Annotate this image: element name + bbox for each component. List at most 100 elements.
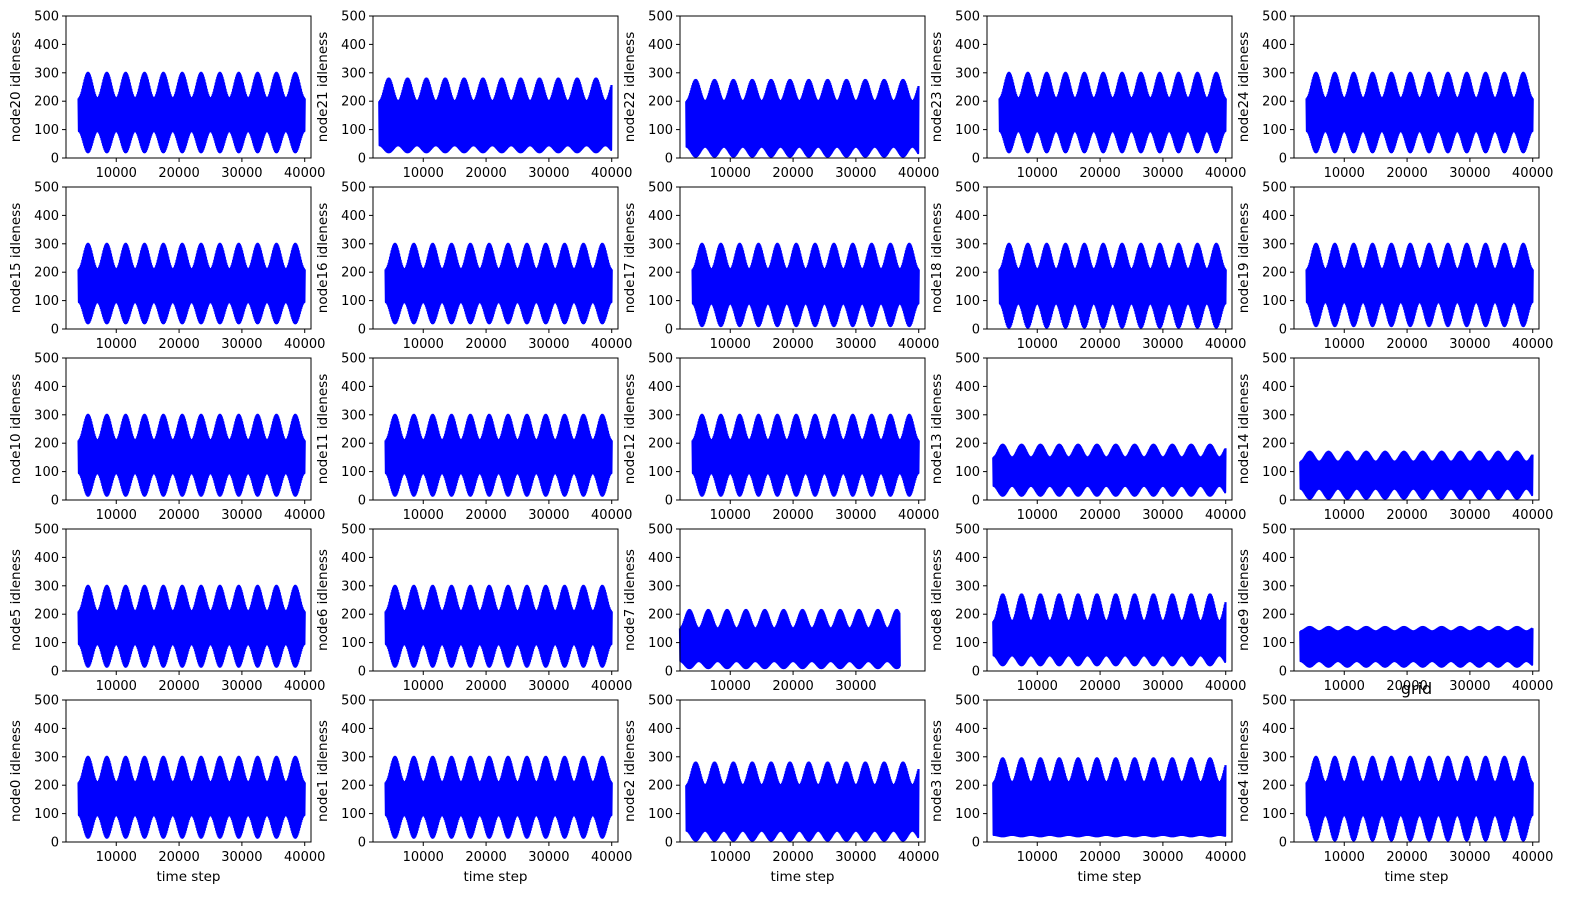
series-core-band bbox=[999, 273, 1226, 300]
y-tick-label: 0 bbox=[1279, 836, 1287, 851]
y-tick-label: 0 bbox=[972, 494, 980, 509]
x-tick-label: 30000 bbox=[835, 337, 876, 352]
subplot-node11: 0 100 200 300 400 500 10000 20000 30000 40000 node… bbox=[315, 352, 632, 524]
y-tick-label: 0 bbox=[51, 665, 59, 680]
y-tick-label: 400 bbox=[341, 38, 366, 53]
y-tick-label: 500 bbox=[955, 523, 980, 538]
subplot-node17: 0 100 200 300 400 500 10000 20000 30000 40000 node… bbox=[622, 181, 939, 353]
y-tick-label: 500 bbox=[1262, 181, 1287, 196]
x-tick-label: 20000 bbox=[772, 166, 813, 181]
y-tick-label: 0 bbox=[358, 494, 366, 509]
y-tick-label: 100 bbox=[648, 807, 673, 822]
x-tick-label: 30000 bbox=[528, 679, 569, 694]
y-tick-label: 400 bbox=[341, 380, 366, 395]
y-tick-label: 500 bbox=[341, 10, 366, 25]
y-tick-label: 500 bbox=[34, 10, 59, 25]
y-tick-label: 100 bbox=[955, 294, 980, 309]
y-axis-label: node9 idleness bbox=[1236, 549, 1252, 651]
x-tick-label: 20000 bbox=[1079, 850, 1120, 865]
x-tick-label: 10000 bbox=[1324, 850, 1365, 865]
y-tick-label: 300 bbox=[34, 408, 59, 423]
y-tick-label: 300 bbox=[34, 237, 59, 252]
y-tick-label: 100 bbox=[955, 807, 980, 822]
y-tick-label: 0 bbox=[1279, 323, 1287, 338]
y-tick-label: 200 bbox=[1262, 779, 1287, 794]
x-tick-label: 10000 bbox=[1017, 337, 1058, 352]
y-tick-label: 500 bbox=[1262, 10, 1287, 25]
x-tick-label: 20000 bbox=[1079, 166, 1120, 181]
y-tick-label: 400 bbox=[1262, 722, 1287, 737]
series-core-band bbox=[1306, 786, 1533, 813]
x-tick-label: 40000 bbox=[1512, 166, 1553, 181]
x-tick-label: 20000 bbox=[158, 850, 199, 865]
series-line bbox=[998, 71, 1227, 154]
x-tick-label: 30000 bbox=[221, 508, 262, 523]
x-tick-label: 30000 bbox=[528, 166, 569, 181]
y-tick-label: 500 bbox=[648, 523, 673, 538]
y-tick-label: 300 bbox=[34, 579, 59, 594]
x-tick-label: 20000 bbox=[772, 850, 813, 865]
series-core-band bbox=[78, 444, 305, 471]
plot-frame bbox=[986, 528, 1233, 672]
x-tick-label: 30000 bbox=[1142, 337, 1183, 352]
y-tick-label: 100 bbox=[1262, 807, 1287, 822]
series-core-band bbox=[78, 102, 305, 129]
series-line bbox=[1305, 71, 1534, 154]
y-axis-label: node17 idleness bbox=[622, 203, 638, 313]
y-tick-label: 100 bbox=[648, 123, 673, 138]
y-axis-label: node18 idleness bbox=[929, 203, 945, 313]
x-tick-label: 10000 bbox=[1324, 337, 1365, 352]
y-tick-label: 100 bbox=[34, 807, 59, 822]
subplot-node12: 0 100 200 300 400 500 10000 20000 30000 40000 node… bbox=[622, 352, 939, 524]
plot-frame bbox=[65, 699, 312, 843]
x-tick-label: 40000 bbox=[898, 850, 939, 865]
y-tick-label: 200 bbox=[1262, 608, 1287, 623]
x-tick-label: 10000 bbox=[403, 166, 444, 181]
y-axis-label: node24 idleness bbox=[1236, 32, 1252, 142]
series-core-band bbox=[78, 615, 305, 642]
x-tick-label: 10000 bbox=[710, 850, 751, 865]
y-tick-label: 400 bbox=[955, 380, 980, 395]
x-tick-label: 20000 bbox=[1079, 508, 1120, 523]
series-core-band bbox=[993, 457, 1226, 482]
series-line bbox=[384, 413, 613, 497]
x-tick-label: 30000 bbox=[528, 508, 569, 523]
y-axis-label: node12 idleness bbox=[622, 374, 638, 484]
y-tick-label: 200 bbox=[648, 95, 673, 110]
y-tick-label: 100 bbox=[1262, 123, 1287, 138]
y-tick-label: 400 bbox=[34, 209, 59, 224]
y-tick-label: 200 bbox=[341, 437, 366, 452]
x-tick-label: 30000 bbox=[835, 679, 876, 694]
series-core-band bbox=[385, 786, 612, 813]
x-tick-label: 10000 bbox=[710, 679, 751, 694]
plot-frame bbox=[65, 357, 312, 501]
y-tick-label: 200 bbox=[955, 266, 980, 281]
y-tick-label: 0 bbox=[51, 152, 59, 167]
x-tick-label: 10000 bbox=[403, 337, 444, 352]
x-tick-label: 10000 bbox=[96, 679, 137, 694]
y-tick-label: 200 bbox=[34, 437, 59, 452]
plot-frame bbox=[679, 186, 926, 330]
series-core-band bbox=[385, 444, 612, 471]
y-tick-label: 0 bbox=[665, 836, 673, 851]
y-tick-label: 400 bbox=[341, 551, 366, 566]
series-line bbox=[384, 584, 613, 668]
y-tick-label: 400 bbox=[648, 209, 673, 224]
y-tick-label: 300 bbox=[955, 750, 980, 765]
x-tick-label: 40000 bbox=[1205, 850, 1246, 865]
y-tick-label: 400 bbox=[34, 551, 59, 566]
series-core-band bbox=[1306, 102, 1533, 129]
series-core-band bbox=[1306, 273, 1533, 300]
y-axis-label: node13 idleness bbox=[929, 374, 945, 484]
y-tick-label: 200 bbox=[341, 266, 366, 281]
x-tick-label: 30000 bbox=[1449, 850, 1490, 865]
y-tick-label: 100 bbox=[955, 465, 980, 480]
y-tick-label: 400 bbox=[648, 551, 673, 566]
y-tick-label: 100 bbox=[648, 636, 673, 651]
plot-frame bbox=[372, 699, 619, 843]
x-tick-label: 10000 bbox=[710, 337, 751, 352]
series-line bbox=[77, 413, 306, 497]
y-tick-label: 500 bbox=[648, 352, 673, 367]
y-axis-label: node19 idleness bbox=[1236, 203, 1252, 313]
y-tick-label: 200 bbox=[955, 95, 980, 110]
